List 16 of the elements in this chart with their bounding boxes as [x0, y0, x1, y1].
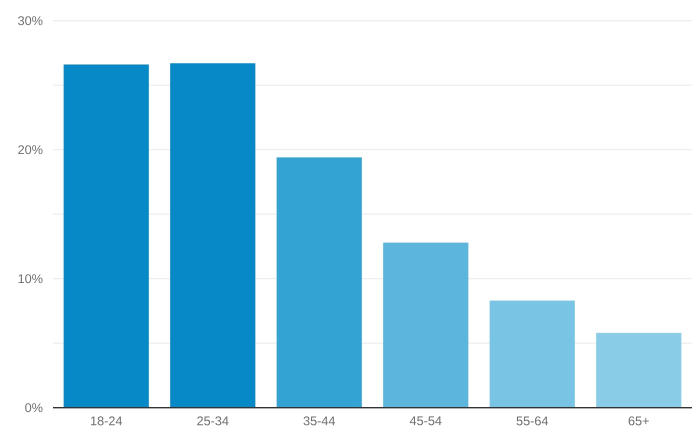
x-tick-label: 18-24 [91, 416, 122, 426]
x-tick-label: 45-54 [410, 416, 442, 426]
bar [383, 242, 468, 408]
x-tick-label: 25-34 [197, 416, 229, 426]
bar [170, 63, 256, 408]
bar [276, 157, 362, 408]
y-tick-label: 10% [18, 274, 43, 284]
y-tick-label: 20% [18, 145, 43, 154]
bar [490, 300, 575, 408]
x-tick-label: 35-44 [304, 416, 336, 426]
bar [64, 64, 149, 408]
x-tick-label: 65+ [628, 416, 649, 426]
bar [596, 332, 682, 408]
x-tick-label: 55-64 [516, 416, 548, 426]
y-tick-label: 0% [25, 403, 43, 412]
y-tick-label: 30% [18, 16, 43, 26]
